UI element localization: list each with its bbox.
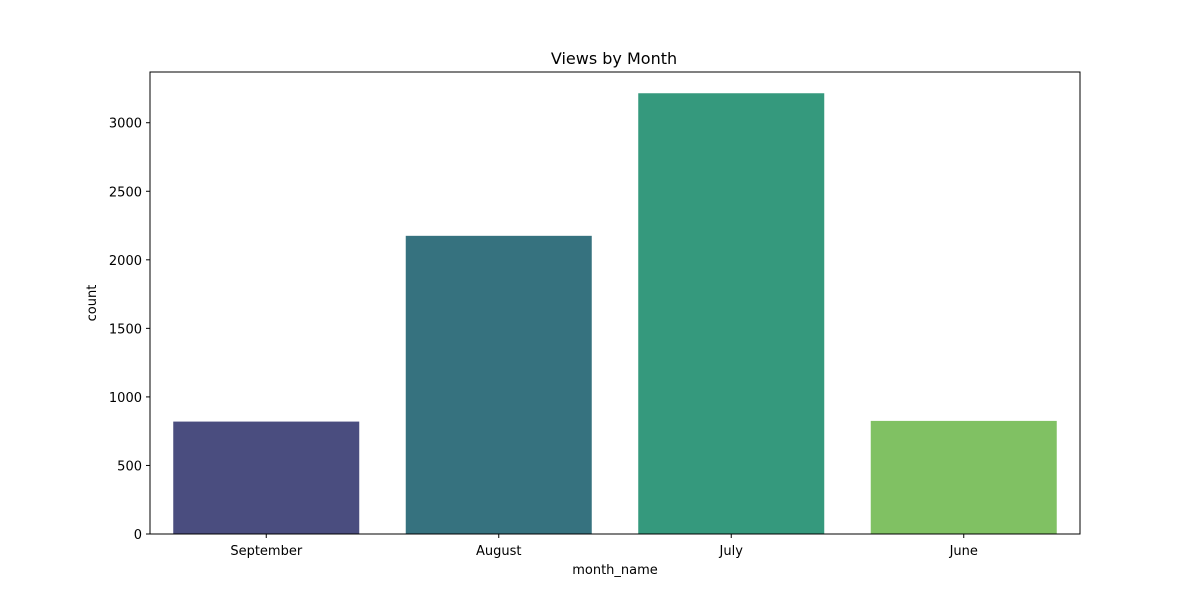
x-tick-label: September [230, 544, 303, 559]
x-tick-label: June [949, 544, 978, 559]
x-axis-label: month_name [572, 563, 658, 578]
bar-september [173, 421, 360, 534]
y-tick-label: 2000 [109, 254, 142, 269]
y-tick-label: 500 [117, 459, 142, 474]
y-tick-label: 2500 [109, 185, 142, 200]
bar-july [638, 93, 825, 534]
y-axis-ticks: 0 500 1000 1500 2000 2500 3000 [109, 117, 150, 543]
bar-august [405, 235, 592, 534]
y-tick-label: 1000 [109, 391, 142, 406]
bars-group [173, 93, 1057, 534]
chart-title: Views by Month [551, 49, 677, 68]
y-tick-label: 1500 [109, 322, 142, 337]
y-tick-label: 3000 [109, 117, 142, 132]
bar-june [870, 420, 1057, 534]
x-axis-ticks: September August July June [230, 534, 978, 559]
plot-frame [149, 71, 1081, 535]
y-axis-label: count [85, 285, 100, 322]
y-tick-label: 0 [134, 528, 142, 543]
x-tick-label: August [476, 544, 522, 559]
x-tick-label: July [719, 544, 744, 559]
